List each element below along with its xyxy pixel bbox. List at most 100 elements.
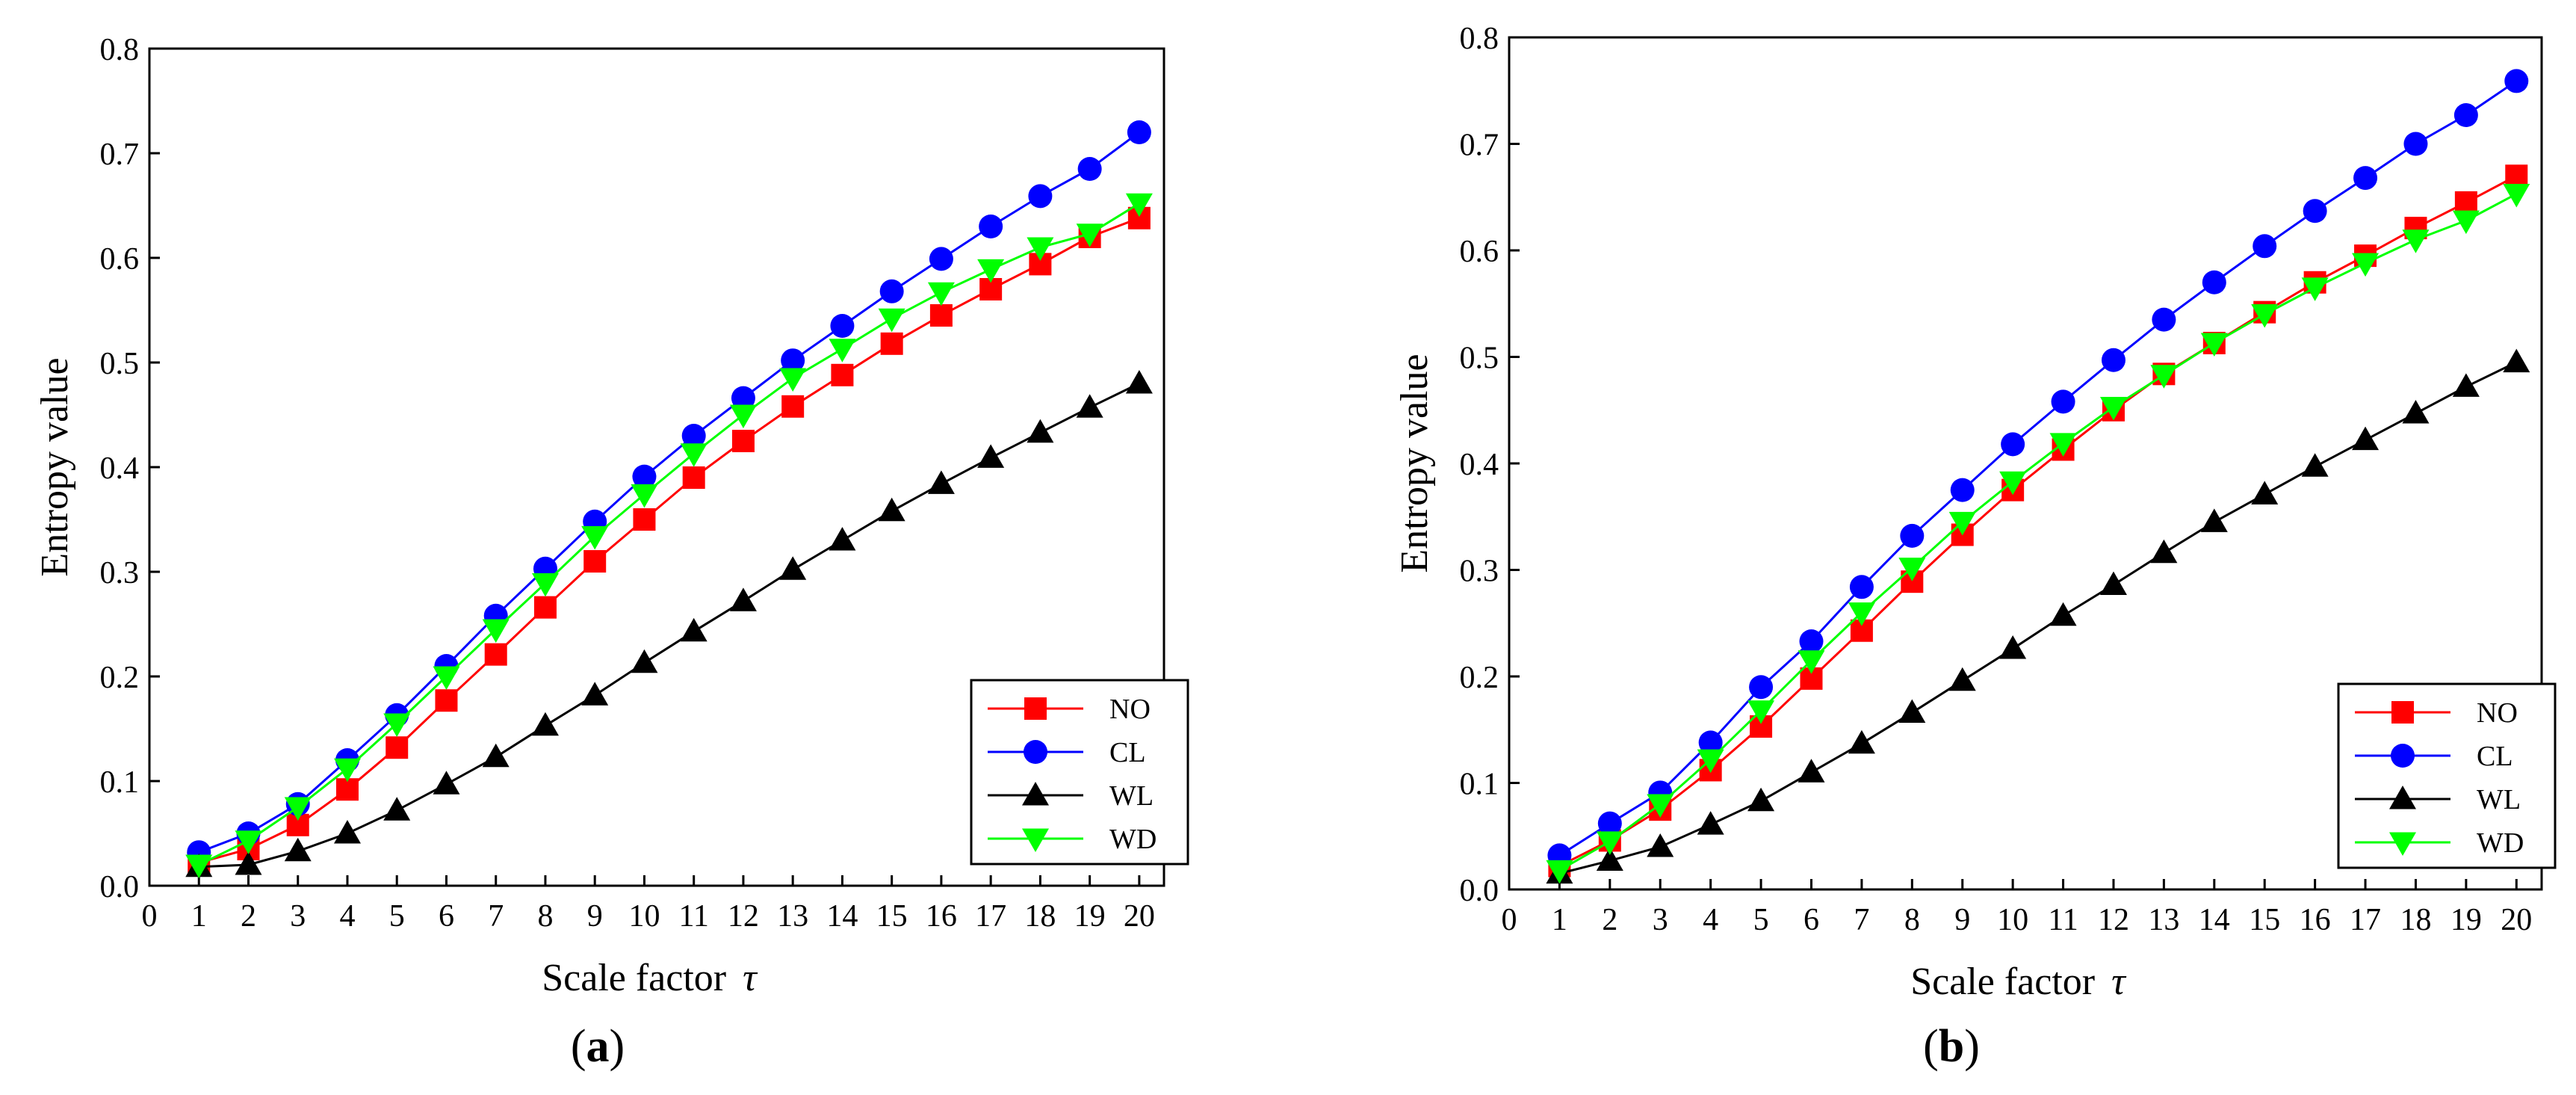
x-tick-label: 9 (587, 899, 603, 934)
data-point-cl (1799, 629, 1824, 653)
y-tick-label: 0.5 (1460, 342, 1499, 376)
data-point-wd (284, 797, 312, 821)
data-point-wl (680, 617, 708, 642)
data-point-wd (1027, 237, 1054, 261)
data-point-wl (235, 851, 262, 875)
data-point-wl (2049, 602, 2077, 626)
data-point-wl (2452, 373, 2480, 397)
chart-panel-a: 0 1 2 3 4 5 6 7 8 9 10 11 12 13 14 15 16 17 18 19 200.00.10.… (34, 33, 1189, 1072)
legend-marker-wd (2389, 832, 2416, 856)
x-tick-label: 7 (488, 899, 504, 934)
data-point-wd (1999, 471, 2027, 496)
data-point-wl (1697, 811, 1724, 835)
data-point-cl (929, 247, 953, 271)
y-tick-label: 0.0 (100, 870, 140, 904)
data-point-wl (2150, 539, 2178, 564)
y-tick-label: 0.1 (100, 765, 140, 800)
data-point-cl (1077, 157, 1102, 181)
x-tick-label: 16 (926, 899, 957, 934)
x-tick-label: 6 (1803, 903, 1819, 937)
y-tick-label: 0.7 (100, 138, 140, 172)
y-tick-label: 0.6 (1460, 235, 1499, 269)
x-tick-label: 11 (2048, 903, 2078, 937)
y-tick-label: 0.4 (1460, 448, 1499, 482)
data-point-wl (729, 587, 757, 611)
y-tick-label: 0.0 (1460, 874, 1499, 908)
data-point-wl (284, 837, 312, 862)
data-point-wd (581, 525, 609, 550)
data-point-wd (2150, 365, 2178, 389)
data-point-wd (680, 443, 708, 467)
data-point-wl (2352, 426, 2380, 451)
data-point-wl (2301, 453, 2329, 477)
legend-marker-wd (1022, 828, 1049, 852)
data-point-wd (1596, 831, 1623, 855)
legend-marker-no (2391, 701, 2414, 724)
x-tick-label: 10 (628, 899, 660, 934)
data-point-cl (1698, 730, 1723, 755)
data-point-wd (433, 666, 460, 690)
x-tick-label: 0 (1502, 903, 1517, 937)
x-axis-title-symbol: τ (743, 957, 758, 999)
data-point-no (929, 304, 953, 327)
data-point-wd (2452, 210, 2480, 235)
data-point-wl (383, 797, 411, 821)
data-point-cl (1597, 811, 1622, 836)
data-point-wl (433, 771, 460, 795)
data-point-wd (2200, 333, 2228, 357)
y-tick-label: 0.3 (1460, 555, 1499, 589)
data-point-no (2454, 191, 2477, 214)
x-tick-label: 13 (2148, 903, 2179, 937)
data-point-wd (1647, 794, 1674, 818)
data-point-cl (1950, 478, 1975, 502)
y-tick-label: 0.2 (1460, 661, 1499, 695)
data-point-cl (2453, 103, 2478, 128)
data-point-wd (977, 259, 1005, 283)
x-tick-label: 12 (728, 899, 759, 934)
data-point-cl (2253, 234, 2277, 259)
y-tick-label: 0.8 (1460, 22, 1499, 56)
x-tick-label: 1 (191, 899, 207, 934)
data-point-no (583, 550, 607, 573)
x-tick-label: 18 (1024, 899, 1056, 934)
series-wd (185, 193, 1153, 878)
data-point-wd (1948, 511, 1976, 536)
y-axis-title: Entropy value (1393, 354, 1436, 573)
panel-label: (a) (571, 1021, 625, 1072)
data-point-wl (2251, 481, 2279, 505)
legend-label-wl: WL (2477, 784, 2521, 815)
x-tick-label: 1 (1552, 903, 1567, 937)
y-tick-label: 0.1 (1460, 768, 1499, 802)
panel-label-close: ) (610, 1021, 625, 1072)
y-tick-label: 0.5 (100, 347, 140, 381)
data-point-wl (878, 497, 905, 522)
data-point-wl (1125, 370, 1153, 394)
data-point-wl (1076, 394, 1103, 418)
data-point-cl (2051, 389, 2075, 414)
legend: NO CL WL WD (2337, 682, 2557, 869)
series-wl (185, 370, 1153, 877)
data-point-wl (1596, 847, 1623, 872)
x-tick-label: 17 (975, 899, 1006, 934)
data-point-wd (1798, 650, 1825, 674)
x-tick-label: 0 (142, 899, 158, 934)
x-tick-label: 5 (1753, 903, 1769, 937)
data-point-cl (2403, 132, 2428, 156)
data-point-wl (2099, 571, 2127, 595)
panel-label-open: ( (1923, 1021, 1939, 1072)
legend-label-wd: WD (1109, 824, 1157, 855)
data-point-cl (2303, 199, 2327, 223)
data-point-wl (1898, 699, 1926, 723)
x-tick-label: 7 (1854, 903, 1869, 937)
x-tick-label: 20 (2501, 903, 2532, 937)
data-point-cl (2353, 166, 2378, 191)
y-tick-label: 0.4 (100, 451, 140, 486)
data-point-cl (1900, 523, 1925, 548)
data-point-cl (681, 424, 706, 448)
x-tick-label: 12 (2098, 903, 2129, 937)
x-axis-title: Scale factor τ (1910, 960, 2127, 1003)
data-point-cl (2101, 348, 2125, 372)
x-tick-label: 6 (439, 899, 454, 934)
